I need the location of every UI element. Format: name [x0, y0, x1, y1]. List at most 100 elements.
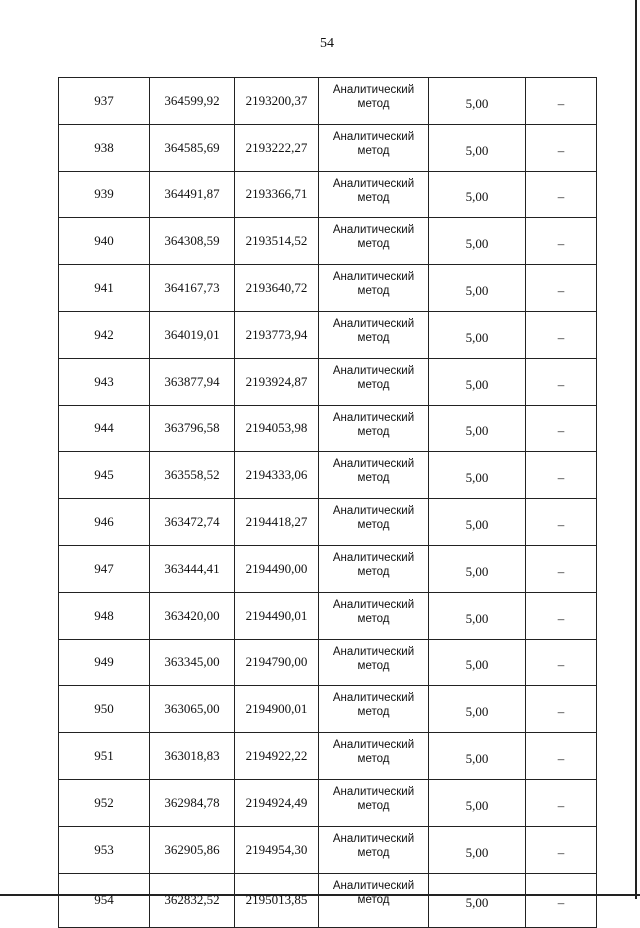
- y-coordinate-cell: 2194490,01: [234, 591, 319, 640]
- y-coordinate-cell: 2193514,52: [234, 217, 319, 266]
- method-cell: Аналитический метод: [318, 685, 429, 734]
- point-number-cell: 954: [58, 872, 150, 928]
- y-coordinate-cell: 2195013,85: [234, 872, 319, 928]
- note-cell: –: [525, 451, 597, 500]
- accuracy-cell: 5,00: [428, 451, 526, 500]
- accuracy-cell: 5,00: [428, 638, 526, 687]
- y-coordinate-cell: 2193366,71: [234, 170, 319, 219]
- accuracy-cell: 5,00: [428, 732, 526, 780]
- accuracy-cell: 5,00: [428, 404, 526, 453]
- x-coordinate-cell: 364585,69: [149, 123, 235, 172]
- method-cell: Аналитический метод: [318, 217, 429, 266]
- note-cell: –: [525, 404, 597, 453]
- method-cell: Аналитический метод: [318, 123, 429, 172]
- point-number-cell: 940: [58, 217, 150, 266]
- point-number-cell: 938: [58, 123, 150, 172]
- point-number-cell: 941: [58, 264, 150, 312]
- x-coordinate-cell: 363558,52: [149, 451, 235, 500]
- method-cell: Аналитический метод: [318, 451, 429, 500]
- method-cell: Аналитический метод: [318, 591, 429, 640]
- accuracy-cell: 5,00: [428, 591, 526, 640]
- note-cell: –: [525, 357, 597, 406]
- y-coordinate-cell: 2194490,00: [234, 544, 319, 593]
- point-number-cell: 946: [58, 498, 150, 546]
- table-row: 951 363018,83 2194922,22 Аналитический мето…: [58, 732, 597, 780]
- x-coordinate-cell: 362984,78: [149, 778, 235, 827]
- x-coordinate-cell: 363345,00: [149, 638, 235, 687]
- note-cell: –: [525, 685, 597, 734]
- x-coordinate-cell: 363065,00: [149, 685, 235, 734]
- method-cell: Аналитический метод: [318, 732, 429, 780]
- table-row: 941 364167,73 2193640,72 Аналитический мето…: [58, 264, 597, 312]
- note-cell: –: [525, 544, 597, 593]
- y-coordinate-cell: 2194333,06: [234, 451, 319, 500]
- point-number-cell: 949: [58, 638, 150, 687]
- accuracy-cell: 5,00: [428, 264, 526, 312]
- note-cell: –: [525, 123, 597, 172]
- table-row: 944 363796,58 2194053,98 Аналитический мето…: [58, 404, 597, 453]
- table-row: 943 363877,94 2193924,87 Аналитический мето…: [58, 357, 597, 406]
- point-number-cell: 951: [58, 732, 150, 780]
- table-row: 953 362905,86 2194954,30 Аналитический мето…: [58, 825, 597, 874]
- table-row: 949 363345,00 2194790,00 Аналитический мето…: [58, 638, 597, 687]
- x-coordinate-cell: 363018,83: [149, 732, 235, 780]
- y-coordinate-cell: 2194053,98: [234, 404, 319, 453]
- x-coordinate-cell: 364167,73: [149, 264, 235, 312]
- y-coordinate-cell: 2193773,94: [234, 310, 319, 359]
- x-coordinate-cell: 362832,52: [149, 872, 235, 928]
- method-cell: Аналитический метод: [318, 77, 429, 125]
- x-coordinate-cell: 363796,58: [149, 404, 235, 453]
- x-coordinate-cell: 364491,87: [149, 170, 235, 219]
- point-number-cell: 945: [58, 451, 150, 500]
- note-cell: –: [525, 498, 597, 546]
- method-cell: Аналитический метод: [318, 264, 429, 312]
- y-coordinate-cell: 2194900,01: [234, 685, 319, 734]
- point-number-cell: 937: [58, 77, 150, 125]
- note-cell: –: [525, 217, 597, 266]
- table-row: 939 364491,87 2193366,71 Аналитический мето…: [58, 170, 597, 219]
- note-cell: –: [525, 591, 597, 640]
- accuracy-cell: 5,00: [428, 825, 526, 874]
- method-cell: Аналитический метод: [318, 310, 429, 359]
- y-coordinate-cell: 2193222,27: [234, 123, 319, 172]
- x-coordinate-cell: 363877,94: [149, 357, 235, 406]
- x-coordinate-cell: 362905,86: [149, 825, 235, 874]
- table-row: 947 363444,41 2194490,00 Аналитический мето…: [58, 544, 597, 593]
- method-cell: Аналитический метод: [318, 638, 429, 687]
- method-cell: Аналитический метод: [318, 778, 429, 827]
- accuracy-cell: 5,00: [428, 685, 526, 734]
- method-cell: Аналитический метод: [318, 170, 429, 219]
- table-row: 954 362832,52 2195013,85 Аналитический мето…: [58, 872, 597, 928]
- coordinates-table: 937 364599,92 2193200,37 Аналитический мето…: [58, 77, 597, 928]
- accuracy-cell: 5,00: [428, 872, 526, 928]
- point-number-cell: 942: [58, 310, 150, 359]
- note-cell: –: [525, 170, 597, 219]
- note-cell: –: [525, 77, 597, 125]
- table-row: 937 364599,92 2193200,37 Аналитический мето…: [58, 77, 597, 125]
- method-cell: Аналитический метод: [318, 498, 429, 546]
- point-number-cell: 952: [58, 778, 150, 827]
- accuracy-cell: 5,00: [428, 170, 526, 219]
- method-cell: Аналитический метод: [318, 872, 429, 928]
- note-cell: –: [525, 732, 597, 780]
- point-number-cell: 950: [58, 685, 150, 734]
- page-number: 54: [320, 36, 334, 51]
- note-cell: –: [525, 825, 597, 874]
- accuracy-cell: 5,00: [428, 123, 526, 172]
- note-cell: –: [525, 872, 597, 928]
- point-number-cell: 944: [58, 404, 150, 453]
- y-coordinate-cell: 2194418,27: [234, 498, 319, 546]
- x-coordinate-cell: 363444,41: [149, 544, 235, 593]
- point-number-cell: 953: [58, 825, 150, 874]
- accuracy-cell: 5,00: [428, 77, 526, 125]
- x-coordinate-cell: 364019,01: [149, 310, 235, 359]
- table-row: 950 363065,00 2194900,01 Аналитический мето…: [58, 685, 597, 734]
- accuracy-cell: 5,00: [428, 544, 526, 593]
- x-coordinate-cell: 364308,59: [149, 217, 235, 266]
- method-cell: Аналитический метод: [318, 357, 429, 406]
- table-row: 945 363558,52 2194333,06 Аналитический мето…: [58, 451, 597, 500]
- point-number-cell: 948: [58, 591, 150, 640]
- y-coordinate-cell: 2194924,49: [234, 778, 319, 827]
- accuracy-cell: 5,00: [428, 357, 526, 406]
- y-coordinate-cell: 2194954,30: [234, 825, 319, 874]
